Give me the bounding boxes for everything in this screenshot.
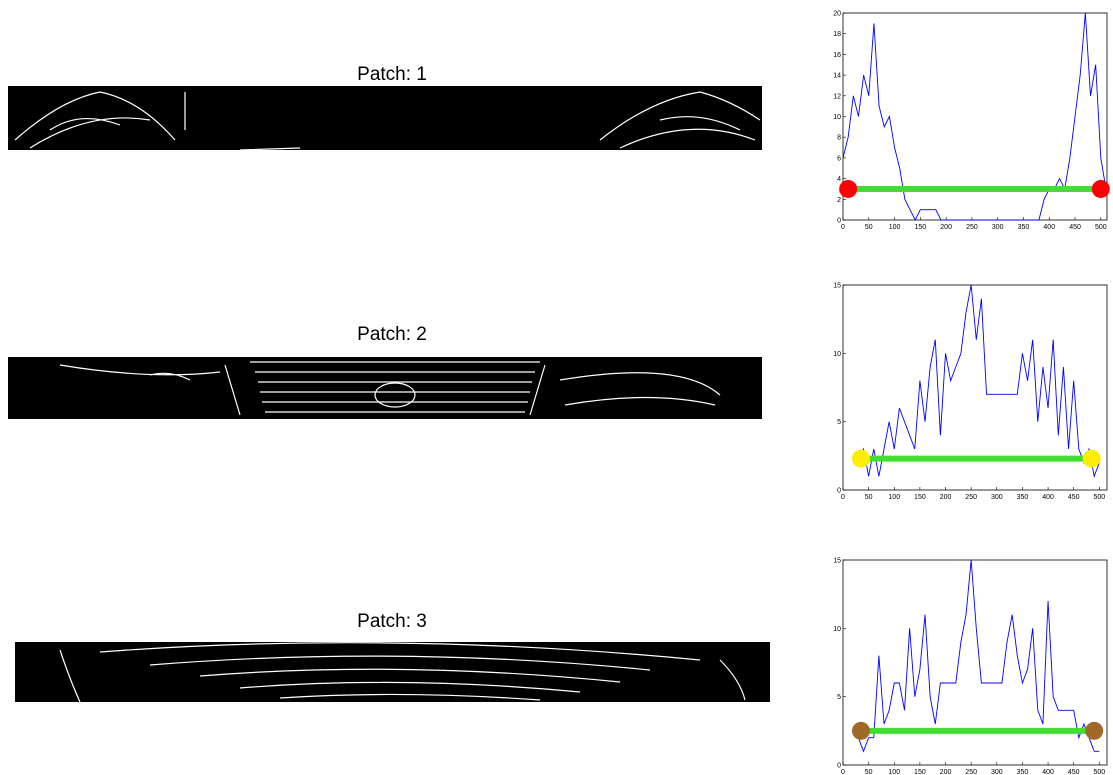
y-tick-label: 20	[833, 11, 841, 18]
x-tick-label: 500	[1093, 494, 1105, 501]
x-tick-label: 200	[940, 769, 952, 775]
y-tick-label: 5	[837, 694, 841, 701]
x-tick-label: 350	[1017, 494, 1029, 501]
x-tick-label: 250	[965, 769, 977, 775]
y-tick-label: 6	[837, 155, 841, 162]
x-tick-label: 50	[865, 769, 873, 775]
figure: Patch: 1 Patch: 2 Patch: 3 0 2 4 6 8 10 12 14 16…	[0, 0, 1113, 775]
patch-image	[8, 357, 762, 419]
x-tick-label: 100	[888, 769, 900, 775]
x-tick-label: 50	[865, 224, 873, 231]
patch-title: Patch: 2	[357, 324, 427, 345]
y-tick-label: 4	[837, 176, 841, 183]
threshold-marker	[839, 180, 857, 198]
threshold-marker	[1092, 180, 1110, 198]
x-tick-label: 350	[1017, 769, 1029, 775]
patch-image	[15, 642, 770, 702]
patch-3: Patch: 3	[15, 611, 770, 702]
y-tick-label: 2	[837, 197, 841, 204]
x-tick-label: 300	[991, 769, 1003, 775]
patch-1: Patch: 1	[8, 64, 762, 150]
x-tick-label: 250	[966, 224, 978, 231]
plot-area	[843, 560, 1107, 765]
x-tick-label: 0	[841, 224, 845, 231]
patch-title: Patch: 1	[357, 64, 427, 85]
x-tick-label: 150	[914, 769, 926, 775]
x-tick-label: 450	[1069, 224, 1081, 231]
threshold-marker	[852, 722, 870, 740]
x-tick-label: 400	[1042, 494, 1054, 501]
y-tick-label: 5	[837, 419, 841, 426]
y-tick-label: 12	[833, 93, 841, 100]
x-tick-label: 0	[841, 769, 845, 775]
x-tick-label: 150	[915, 224, 927, 231]
x-tick-label: 300	[991, 494, 1003, 501]
x-tick-label: 100	[889, 224, 901, 231]
x-tick-label: 250	[965, 494, 977, 501]
x-tick-label: 50	[865, 494, 873, 501]
y-tick-label: 8	[837, 135, 841, 142]
y-tick-label: 10	[833, 114, 841, 121]
y-tick-label: 10	[833, 626, 841, 633]
x-tick-label: 100	[888, 494, 900, 501]
x-tick-label: 500	[1093, 769, 1105, 775]
y-tick-label: 10	[833, 351, 841, 358]
threshold-marker	[852, 450, 870, 468]
threshold-marker	[1083, 450, 1101, 468]
y-tick-label: 18	[833, 31, 841, 38]
page: Patch: 1 Patch: 2 Patch: 3 0 2 4 6 8 10 12 14 16…	[0, 0, 1113, 775]
patch-title: Patch: 3	[357, 611, 427, 632]
x-tick-label: 400	[1043, 224, 1055, 231]
x-tick-label: 200	[940, 224, 952, 231]
x-tick-label: 400	[1042, 769, 1054, 775]
x-tick-label: 0	[841, 494, 845, 501]
y-tick-label: 14	[833, 73, 841, 80]
x-tick-label: 200	[940, 494, 952, 501]
patch-2: Patch: 2	[8, 324, 762, 419]
threshold-marker	[1085, 722, 1103, 740]
y-tick-label: 16	[833, 52, 841, 59]
x-tick-label: 450	[1068, 494, 1080, 501]
x-tick-label: 500	[1095, 224, 1107, 231]
x-tick-label: 350	[1018, 224, 1030, 231]
x-tick-label: 150	[914, 494, 926, 501]
x-tick-label: 450	[1068, 769, 1080, 775]
y-tick-label: 15	[833, 283, 841, 290]
x-tick-label: 300	[992, 224, 1004, 231]
y-tick-label: 15	[833, 558, 841, 565]
